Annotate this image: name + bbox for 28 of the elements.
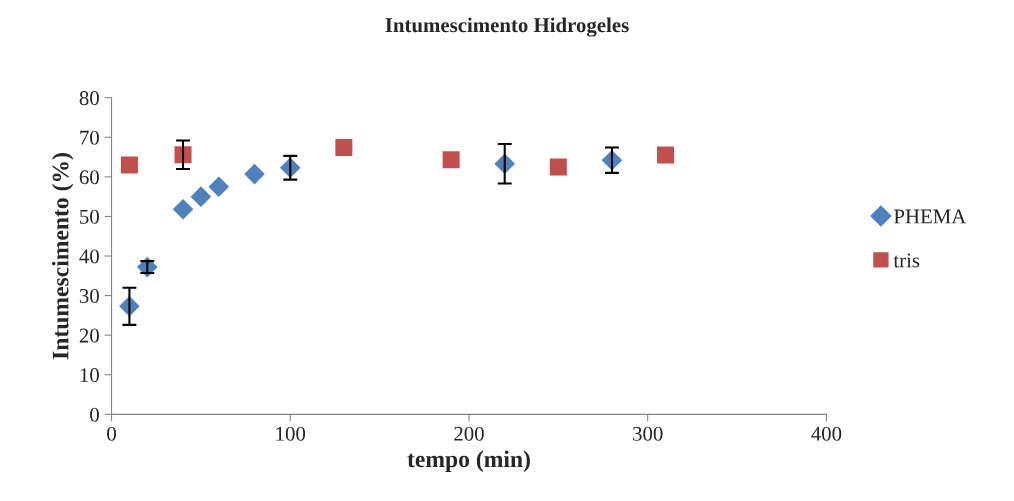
y-tick-label: 20 <box>79 328 99 343</box>
y-tick-label: 60 <box>79 170 99 185</box>
legend-label: PHEMA <box>894 209 967 224</box>
x-tick-label: 100 <box>276 426 306 441</box>
y-tick-label: 50 <box>80 209 99 224</box>
point <box>208 176 230 198</box>
y-tick-label: 40 <box>79 249 99 264</box>
x-tick-label: 300 <box>633 426 663 441</box>
point <box>172 199 194 220</box>
x-tick-label: 400 <box>811 426 842 441</box>
chart-title: Intumescimento Hidrogeles <box>385 17 629 37</box>
point <box>549 158 567 176</box>
y-axis-title: Intumescimento (%) <box>51 153 74 360</box>
y-tick-label: 80 <box>79 91 99 106</box>
legend-label: tris <box>893 253 920 268</box>
point <box>657 146 675 164</box>
point <box>244 163 265 185</box>
y-tick-label: 10 <box>80 368 99 383</box>
y-tick-label: 70 <box>80 130 99 145</box>
point <box>335 139 353 157</box>
y-tick-label: 0 <box>90 407 99 422</box>
point <box>120 156 138 174</box>
x-axis-title: tempo (min) <box>407 450 530 472</box>
y-tick-label: 30 <box>79 288 99 304</box>
point <box>442 151 460 169</box>
point <box>190 186 212 207</box>
x-tick-label: 0 <box>107 426 116 441</box>
x-tick-label: 200 <box>454 426 484 441</box>
